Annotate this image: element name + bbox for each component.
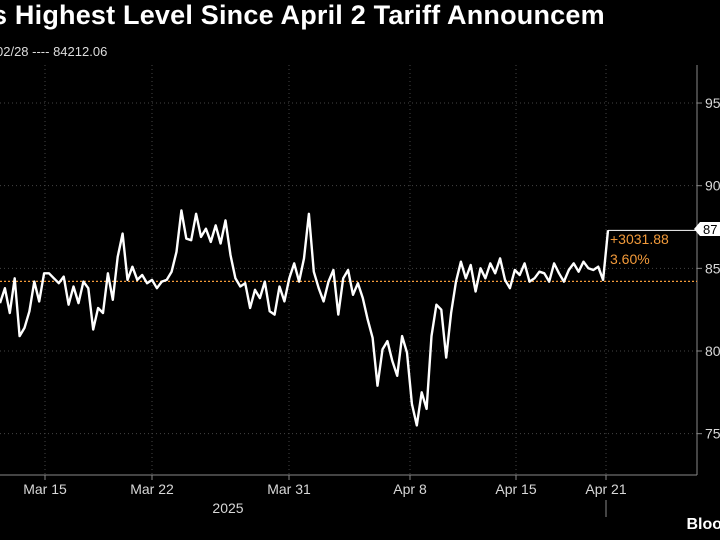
y-tick-label: 90 xyxy=(705,178,720,194)
chart-title: s Highest Level Since April 2 Tariff Ann… xyxy=(0,0,605,30)
x-tick-label: Apr 21 xyxy=(585,481,626,497)
y-tick-labels: 95 90 85 80 75 xyxy=(705,95,720,442)
y-tick-label: 75 xyxy=(705,426,720,442)
series-line xyxy=(0,209,610,427)
x-tick-label: Apr 8 xyxy=(393,481,427,497)
y-tick-label: 80 xyxy=(705,343,720,359)
x-tick-label: Apr 15 xyxy=(495,481,536,497)
x-year-label: 2025 xyxy=(212,500,243,516)
change-percent-label: 3.60% xyxy=(610,251,650,267)
source-logo: Bloo xyxy=(686,516,720,533)
last-value-marker: 87 xyxy=(694,222,720,237)
chart-legend-reference: 02/28 ---- 84212.06 xyxy=(0,44,108,59)
change-value-label: +3031.88 xyxy=(610,231,669,247)
last-value-label: 87 xyxy=(703,222,717,237)
x-tick-label: Mar 31 xyxy=(267,481,311,497)
x-tick-labels: Mar 15 Mar 22 Mar 31 Apr 8 Apr 15 Apr 21 xyxy=(23,481,627,497)
y-tick-label: 95 xyxy=(705,95,720,111)
x-tick-label: Mar 15 xyxy=(23,481,67,497)
y-tick-label: 85 xyxy=(705,260,720,276)
x-tick-label: Mar 22 xyxy=(130,481,174,497)
